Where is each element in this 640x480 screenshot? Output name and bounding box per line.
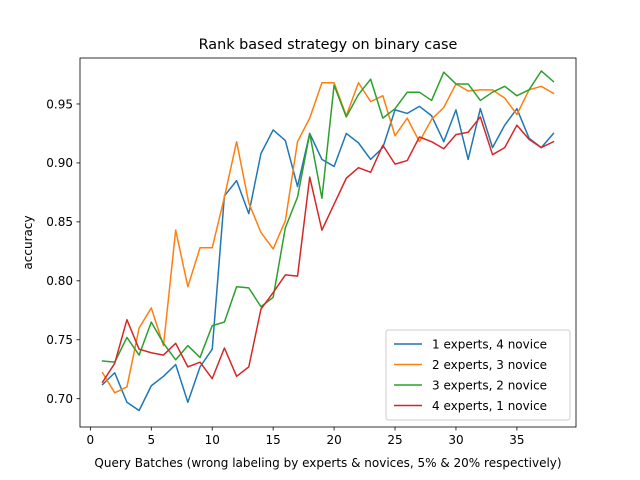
x-axis-label: Query Batches (wrong labeling by experts… (94, 456, 561, 470)
x-tick-label: 20 (326, 433, 341, 447)
y-axis-label: accuracy (21, 215, 35, 269)
y-tick-label: 0.95 (46, 97, 73, 111)
y-tick-label: 0.70 (46, 392, 73, 406)
x-tick-label: 30 (448, 433, 463, 447)
legend-label: 1 experts, 4 novice (432, 338, 547, 352)
x-axis: 0 5 10 15 20 25 30 35 (87, 427, 525, 447)
chart-title: Rank based strategy on binary case (199, 37, 458, 53)
legend: 1 experts, 4 novice 2 experts, 3 novice 3 … (385, 329, 571, 421)
y-tick-label: 0.80 (46, 274, 73, 288)
x-tick-label: 25 (387, 433, 402, 447)
legend-label: 2 experts, 3 novice (432, 358, 547, 372)
y-axis: 0.70 0.75 0.80 0.85 0.90 0.95 (46, 97, 80, 406)
plot-area (79, 57, 577, 428)
y-tick-label: 0.75 (46, 333, 73, 347)
series-line-3 (101, 70, 555, 363)
x-tick-label: 35 (509, 433, 524, 447)
y-tick-label: 0.90 (46, 156, 73, 170)
legend-label: 3 experts, 2 novice (432, 379, 547, 393)
series-line-1 (101, 105, 555, 412)
x-tick-label: 0 (87, 433, 95, 447)
y-tick-label: 0.85 (46, 215, 73, 229)
x-tick-label: 10 (205, 433, 220, 447)
legend-label: 4 experts, 1 novice (432, 399, 547, 413)
plot-frame (79, 57, 577, 428)
x-tick-label: 5 (147, 433, 155, 447)
series-layer (101, 70, 555, 412)
legend-box (385, 329, 571, 421)
series-line-2 (101, 82, 555, 394)
series-line-4 (101, 116, 555, 384)
x-tick-label: 15 (266, 433, 281, 447)
